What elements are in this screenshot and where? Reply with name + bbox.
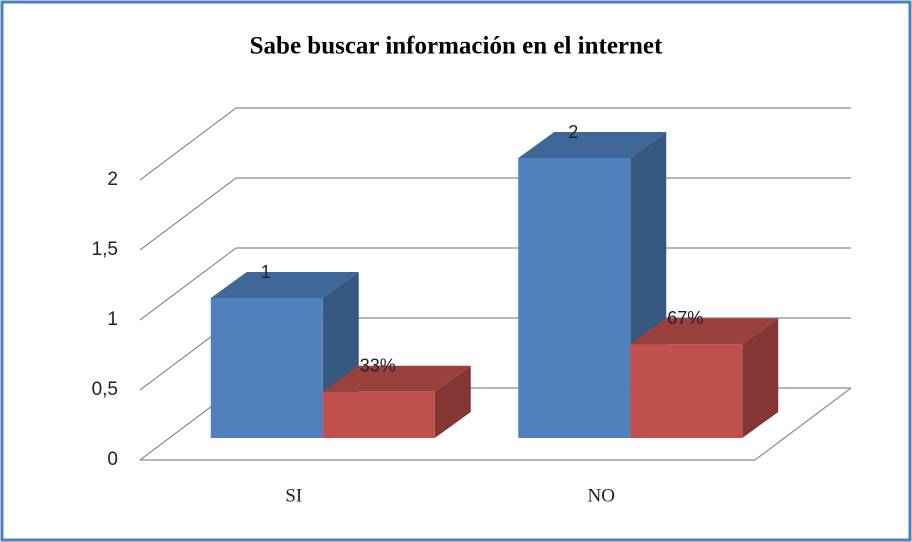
- value-label: 2: [568, 122, 578, 142]
- bar-top: [322, 365, 471, 392]
- bar: [322, 391, 435, 438]
- bar-side: [742, 318, 779, 438]
- y-tick-label: 1: [107, 309, 118, 330]
- value-label: 1: [261, 262, 271, 282]
- x-tick-label: NO: [588, 485, 615, 506]
- value-label: 33%: [360, 356, 396, 376]
- bar-top: [630, 318, 779, 345]
- grid-line: [139, 107, 237, 181]
- value-label: 67%: [667, 308, 703, 328]
- y-tick-label: 1,5: [92, 239, 118, 260]
- chart-title: Sabe buscar información en el internet: [250, 33, 663, 60]
- y-tick-label: 0: [107, 449, 118, 470]
- floor-edge: [754, 387, 852, 461]
- bar-side: [434, 365, 471, 438]
- y-tick-label: 0,5: [92, 379, 118, 400]
- bar-top: [518, 132, 667, 158]
- bar: [210, 298, 323, 438]
- x-tick-label: SI: [285, 485, 302, 506]
- grid-line: [139, 177, 237, 251]
- grid-line: [139, 247, 237, 321]
- bar: [630, 344, 743, 438]
- y-tick-label: 2: [107, 169, 118, 190]
- bar: [518, 158, 631, 438]
- bar-top: [210, 272, 359, 298]
